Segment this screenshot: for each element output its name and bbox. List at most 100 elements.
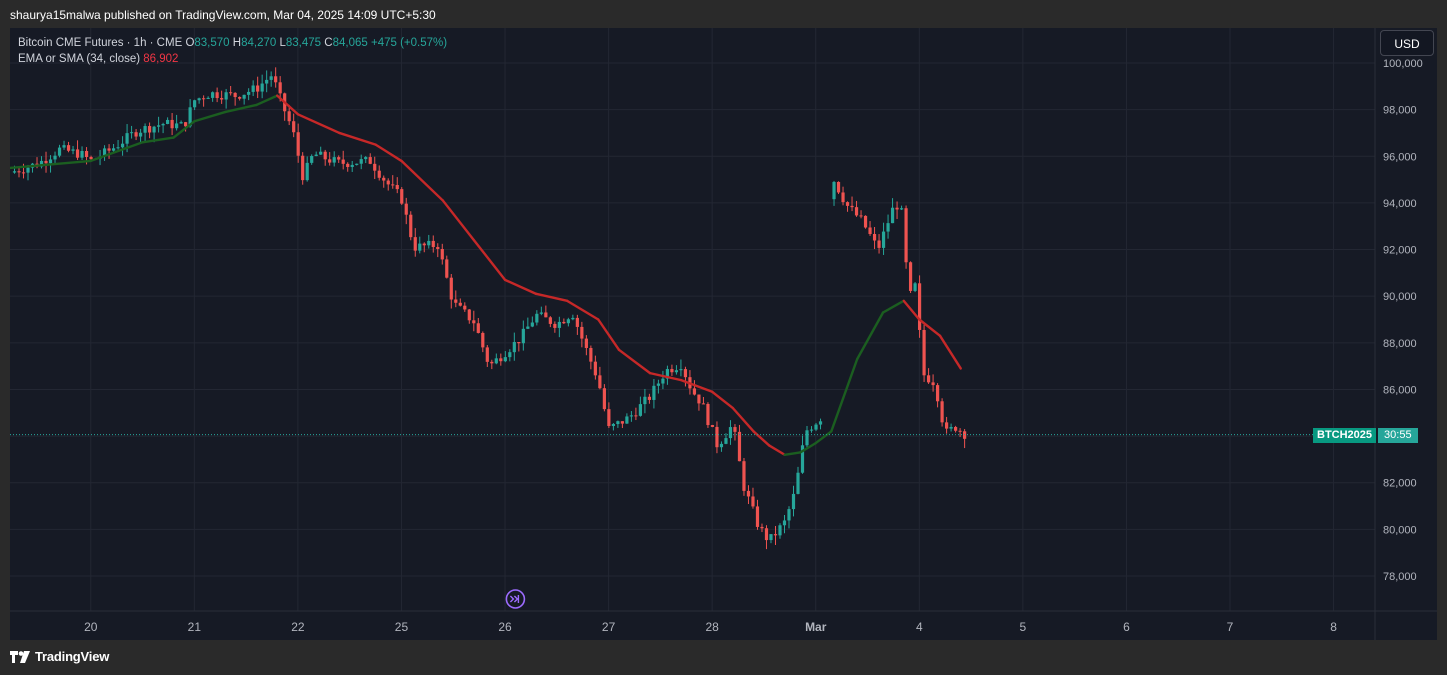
- ma-line-segment: [400, 159, 445, 202]
- candle-body: [535, 313, 539, 323]
- ma-line-segment: [141, 136, 175, 144]
- candle-body: [787, 509, 791, 521]
- candle-body: [652, 385, 656, 400]
- candle-body: [742, 461, 746, 491]
- candle-body: [472, 320, 476, 324]
- candle-body: [782, 520, 787, 526]
- tradingview-brand-text: TradingView: [35, 649, 110, 664]
- candle-body: [400, 189, 404, 204]
- candle-body: [147, 126, 152, 133]
- candle-body: [751, 496, 755, 507]
- ma-line-segment: [881, 299, 905, 314]
- candle-body: [129, 132, 134, 134]
- candle-body: [71, 149, 75, 151]
- ma-line-segment: [855, 311, 885, 361]
- last-price-symbol: BTCH2025: [1313, 427, 1377, 443]
- candle-body: [301, 155, 305, 181]
- candle-body: [769, 534, 773, 541]
- candle-body: [251, 85, 255, 92]
- candle-body: [138, 132, 143, 137]
- candle-body: [238, 97, 242, 99]
- tradingview-logo[interactable]: TradingView: [10, 649, 109, 664]
- indicator-label[interactable]: EMA or SMA (34, close): [18, 53, 141, 65]
- candle-body: [917, 283, 922, 330]
- candle-body: [80, 150, 84, 158]
- ma-line-segment: [938, 334, 962, 370]
- candle-body: [12, 171, 17, 173]
- candle-body: [584, 338, 588, 348]
- candle-body: [292, 121, 296, 133]
- x-tick-label: 27: [602, 620, 616, 634]
- low-label: L: [279, 37, 286, 49]
- candle-body: [440, 248, 444, 260]
- candle-body: [701, 403, 706, 405]
- high-value: 84,270: [241, 37, 277, 49]
- candle-body: [134, 132, 138, 137]
- candle-body: [800, 445, 805, 473]
- candle-body: [215, 92, 219, 99]
- y-tick-label: 86,000: [1383, 384, 1417, 396]
- ma-line-segment: [731, 406, 755, 433]
- tradingview-logo-icon: [10, 650, 30, 663]
- candle-body: [188, 107, 192, 127]
- candle-body: [859, 215, 863, 217]
- candle-body: [499, 358, 503, 362]
- candle-body: [26, 167, 30, 173]
- candle-body: [53, 155, 57, 160]
- currency-button[interactable]: USD: [1380, 30, 1434, 56]
- open-label: O: [185, 37, 195, 49]
- legend-indicator-row: EMA or SMA (34, close) 86,902: [18, 51, 447, 67]
- candle-body: [490, 361, 494, 364]
- time-jump-icon[interactable]: [505, 589, 526, 609]
- candle-body: [539, 312, 543, 314]
- ma-line-segment: [767, 444, 786, 456]
- candle-body: [156, 125, 161, 127]
- candle-body: [395, 184, 399, 190]
- change-value: +475 (+0.57%): [370, 37, 448, 49]
- candle-body: [197, 98, 201, 101]
- candle-body: [647, 396, 652, 400]
- candle-body: [512, 342, 516, 353]
- candle-body: [373, 163, 377, 171]
- chart-panel[interactable]: 100,000 98,000 96,000 94,000 92,000 90,000 88,…: [10, 28, 1437, 640]
- ma-line-segment: [830, 357, 859, 433]
- candle-body: [724, 438, 728, 444]
- candle-body: [341, 159, 345, 164]
- candle-body: [958, 430, 962, 432]
- candle-body: [184, 122, 188, 127]
- candle-body: [454, 299, 458, 303]
- candle-body: [683, 369, 688, 378]
- candle-body: [634, 415, 638, 417]
- candle-body: [125, 133, 129, 144]
- candle-body: [102, 148, 107, 157]
- candle-body: [589, 347, 593, 362]
- candle-body: [274, 76, 278, 83]
- ma-line-segment: [441, 199, 476, 242]
- candle-body: [575, 317, 579, 327]
- x-tick-label: 5: [1020, 620, 1027, 634]
- candle-body: [692, 388, 697, 395]
- candle-body: [836, 181, 841, 193]
- candle-body: [544, 312, 548, 318]
- candle-body: [39, 160, 44, 167]
- candle-body: [21, 172, 26, 174]
- candle-body: [602, 388, 606, 410]
- candle-body: [638, 404, 643, 416]
- candle-body: [760, 526, 764, 529]
- ma-line-segment: [799, 441, 817, 454]
- candle-body: [350, 164, 354, 167]
- candle-body: [625, 416, 629, 424]
- price-chart[interactable]: 100,000 98,000 96,000 94,000 92,000 90,000 88,…: [10, 28, 1437, 640]
- candle-body: [116, 147, 120, 149]
- indicator-value: 86,902: [143, 53, 179, 65]
- candle-body: [593, 361, 597, 376]
- candle-body: [926, 375, 931, 383]
- candle-body: [57, 147, 62, 156]
- candle-body: [661, 378, 665, 384]
- candle-body: [476, 323, 480, 333]
- candle-body: [530, 322, 534, 327]
- symbol-label[interactable]: Bitcoin CME Futures · 1h · CME: [18, 37, 183, 49]
- candle-body: [868, 227, 872, 234]
- candle-body: [382, 177, 386, 181]
- candle-body: [620, 421, 624, 424]
